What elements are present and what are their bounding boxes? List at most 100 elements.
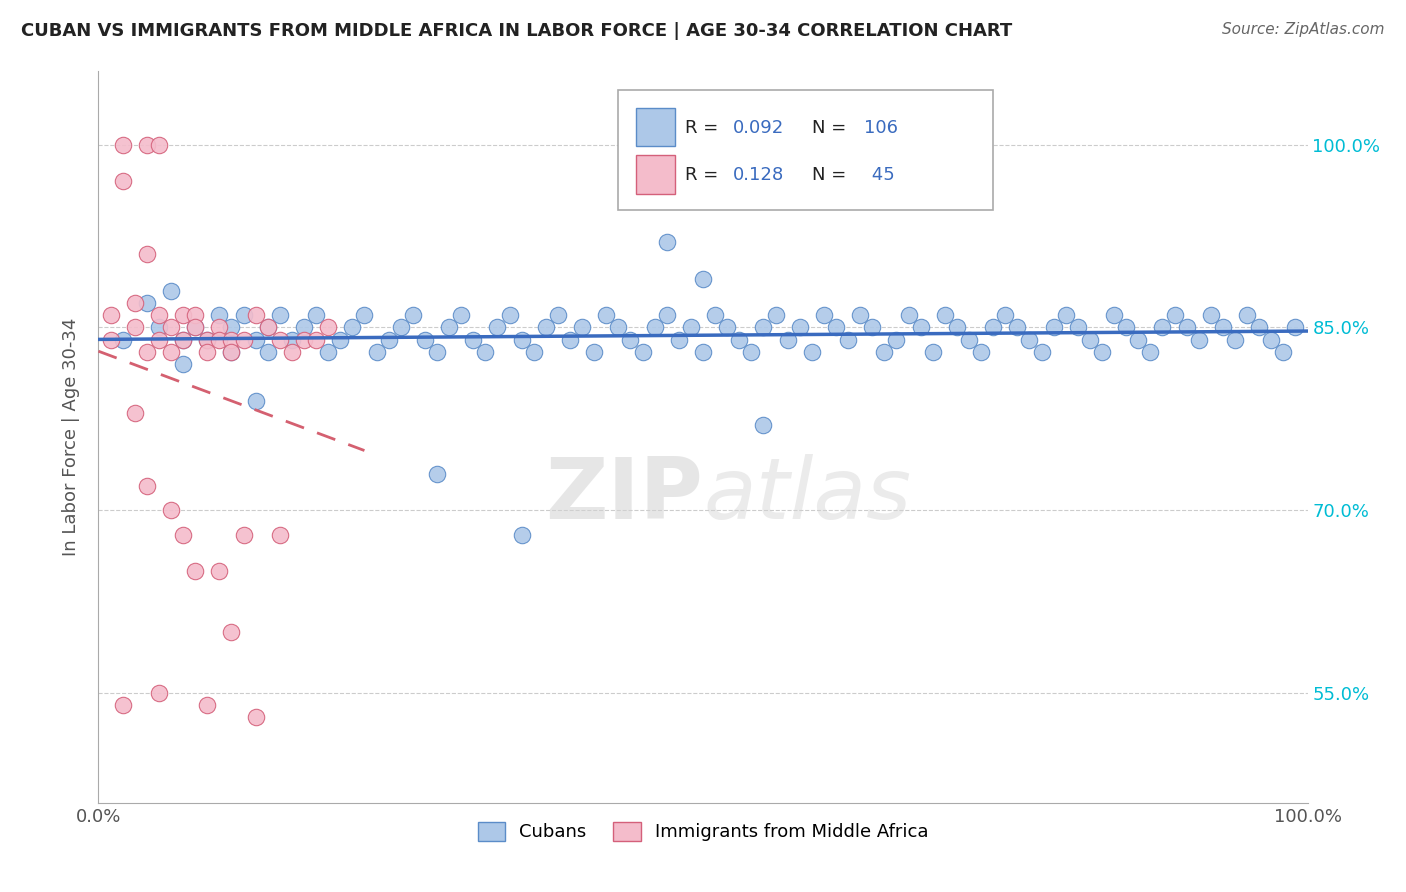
Point — [994, 308, 1017, 322]
Point — [1007, 320, 1029, 334]
Point — [510, 333, 533, 347]
Point — [184, 308, 207, 322]
Point — [1236, 308, 1258, 322]
Point — [195, 698, 218, 713]
Point — [716, 320, 738, 334]
Point — [208, 308, 231, 322]
Legend: Cubans, Immigrants from Middle Africa: Cubans, Immigrants from Middle Africa — [471, 814, 935, 848]
Point — [111, 333, 134, 347]
Point — [269, 527, 291, 541]
Y-axis label: In Labor Force | Age 30-34: In Labor Force | Age 30-34 — [62, 318, 80, 557]
Point — [124, 406, 146, 420]
Point — [269, 308, 291, 322]
Point — [595, 308, 617, 322]
Point — [160, 284, 183, 298]
Point — [631, 344, 654, 359]
Point — [184, 564, 207, 578]
Point — [1249, 320, 1271, 334]
Point — [450, 308, 472, 322]
Point — [1152, 320, 1174, 334]
Point — [897, 308, 920, 322]
Point — [1091, 344, 1114, 359]
Point — [256, 320, 278, 334]
Text: R =: R = — [685, 166, 724, 185]
Point — [510, 527, 533, 541]
Point — [135, 479, 157, 493]
Point — [195, 344, 218, 359]
Point — [1078, 333, 1101, 347]
Point — [100, 308, 122, 322]
Point — [825, 320, 848, 334]
Point — [655, 308, 678, 322]
Point — [172, 527, 194, 541]
Point — [111, 137, 134, 152]
Point — [426, 344, 449, 359]
Point — [1139, 344, 1161, 359]
Point — [245, 333, 267, 347]
Point — [571, 320, 593, 334]
Point — [463, 333, 485, 347]
Point — [486, 320, 509, 334]
Point — [292, 320, 315, 334]
Point — [100, 333, 122, 347]
Point — [523, 344, 546, 359]
Point — [172, 333, 194, 347]
Point — [148, 320, 170, 334]
Text: 0.128: 0.128 — [734, 166, 785, 185]
Point — [776, 333, 799, 347]
Point — [135, 296, 157, 310]
Point — [583, 344, 606, 359]
Point — [752, 320, 775, 334]
Point — [366, 344, 388, 359]
Point — [740, 344, 762, 359]
Point — [1284, 320, 1306, 334]
Text: Source: ZipAtlas.com: Source: ZipAtlas.com — [1222, 22, 1385, 37]
Point — [135, 137, 157, 152]
Point — [172, 308, 194, 322]
Point — [957, 333, 980, 347]
Point — [221, 625, 243, 640]
Point — [281, 333, 304, 347]
Point — [195, 333, 218, 347]
Point — [1212, 320, 1234, 334]
Text: ZIP: ZIP — [546, 454, 703, 537]
Point — [221, 344, 243, 359]
Point — [316, 320, 339, 334]
Point — [413, 333, 436, 347]
Point — [728, 333, 751, 347]
Point — [644, 320, 666, 334]
Point — [160, 503, 183, 517]
Point — [474, 344, 496, 359]
Point — [292, 333, 315, 347]
Point — [124, 296, 146, 310]
Point — [208, 320, 231, 334]
Point — [1175, 320, 1198, 334]
Point — [1067, 320, 1090, 334]
Point — [668, 333, 690, 347]
Point — [752, 417, 775, 432]
Point — [342, 320, 364, 334]
Point — [305, 333, 328, 347]
Point — [765, 308, 787, 322]
Point — [208, 564, 231, 578]
Point — [558, 333, 581, 347]
Text: N =: N = — [811, 119, 852, 136]
Point — [221, 344, 243, 359]
Point — [813, 308, 835, 322]
Point — [245, 710, 267, 724]
Point — [1031, 344, 1053, 359]
Point — [329, 333, 352, 347]
Point — [111, 698, 134, 713]
Point — [619, 333, 641, 347]
Point — [1054, 308, 1077, 322]
Point — [269, 333, 291, 347]
Text: R =: R = — [685, 119, 724, 136]
Point — [934, 308, 956, 322]
Point — [1272, 344, 1295, 359]
Point — [1188, 333, 1211, 347]
Point — [655, 235, 678, 249]
Point — [1115, 320, 1137, 334]
Point — [135, 344, 157, 359]
Point — [1199, 308, 1222, 322]
Point — [111, 174, 134, 188]
